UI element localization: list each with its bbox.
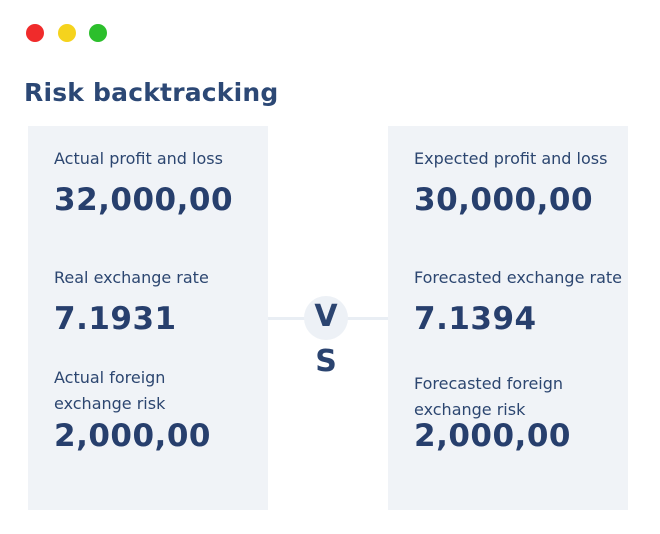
- close-window-button[interactable]: [26, 24, 44, 42]
- page-title: Risk backtracking: [24, 78, 279, 107]
- maximize-window-button[interactable]: [89, 24, 107, 42]
- real-rate-value: 7.1931: [54, 301, 177, 337]
- connector-line-left: [268, 317, 306, 320]
- actual-pnl-value: 32,000,00: [54, 182, 234, 218]
- forecasted-risk-value: 2,000,00: [414, 418, 571, 454]
- minimize-window-button[interactable]: [58, 24, 76, 42]
- expected-pnl-value: 30,000,00: [414, 182, 594, 218]
- actual-risk-value: 2,000,00: [54, 418, 211, 454]
- forecasted-rate-label: Forecasted exchange rate: [414, 268, 623, 287]
- actual-pnl-label: Actual profit and loss: [54, 149, 223, 168]
- forecasted-rate-value: 7.1394: [414, 301, 537, 337]
- actual-card: Actual profit and loss 32,000,00 Real ex…: [28, 126, 268, 510]
- actual-risk-label: Actual foreign exchange risk: [54, 368, 166, 413]
- forecasted-risk-label: Forecasted foreign exchange risk: [414, 374, 564, 419]
- real-rate-label: Real exchange rate: [54, 268, 209, 287]
- vs-circle: [304, 296, 348, 340]
- vs-letter-v: V: [314, 299, 338, 334]
- expected-card: Expected profit and loss 30,000,00 Forec…: [388, 126, 628, 510]
- expected-pnl-label: Expected profit and loss: [414, 149, 608, 168]
- vs-letter-s: S: [315, 344, 337, 379]
- connector-line-right: [346, 317, 388, 320]
